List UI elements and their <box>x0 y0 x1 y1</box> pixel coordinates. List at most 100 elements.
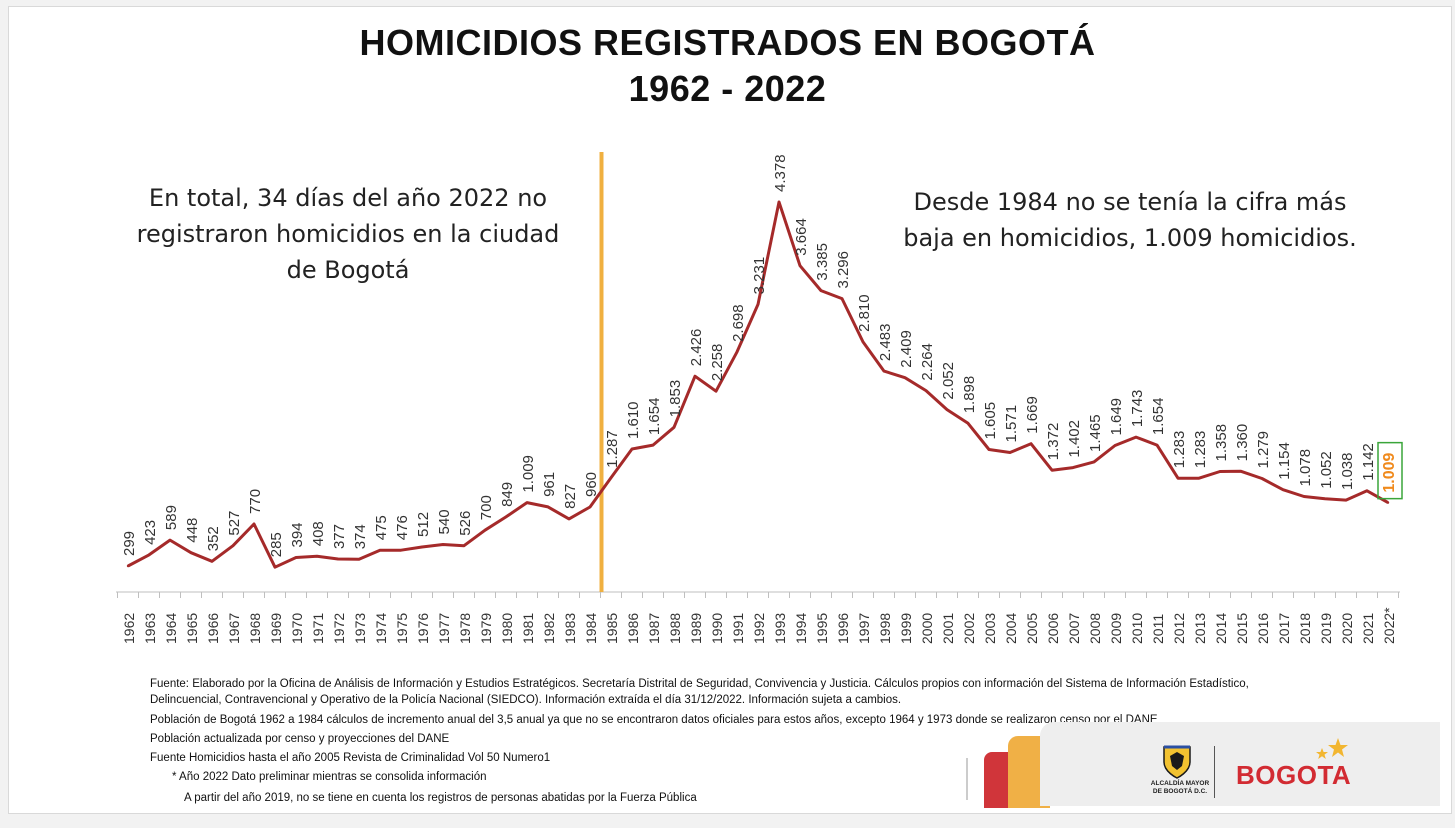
footnote-source-1: Fuente: Elaborado por la Oficina de Anál… <box>150 678 1249 690</box>
x-tick-label: 2017 <box>1276 613 1292 644</box>
x-tick-label: 2016 <box>1255 613 1271 644</box>
x-tick-label: 1966 <box>205 613 221 644</box>
data-point <box>714 389 718 393</box>
data-point <box>882 369 886 373</box>
x-tick-label: 1977 <box>436 613 452 644</box>
x-tick-label: 2018 <box>1297 613 1313 644</box>
data-point <box>336 557 340 561</box>
data-label: 408 <box>310 521 327 546</box>
data-point <box>798 264 802 267</box>
data-label: 1.465 <box>1087 414 1104 452</box>
x-tick-label: 2011 <box>1150 614 1166 644</box>
data-label: 285 <box>268 532 285 557</box>
brand-separator <box>1214 746 1215 798</box>
data-point <box>294 556 298 559</box>
data-label: 2.426 <box>688 329 705 367</box>
data-label: 527 <box>226 511 243 536</box>
data-label: 849 <box>499 482 516 507</box>
x-tick-label: 1991 <box>730 613 746 644</box>
data-point <box>609 476 613 480</box>
x-tick-label: 1968 <box>247 613 263 644</box>
data-point <box>1218 470 1222 473</box>
decorative-divider <box>966 758 968 800</box>
data-point <box>273 566 277 569</box>
footnote-preliminary: * Año 2022 Dato preliminar mientras se c… <box>172 771 487 783</box>
x-tick-label: 2015 <box>1234 613 1250 644</box>
data-point <box>672 426 676 429</box>
x-tick-label: 1989 <box>688 613 704 644</box>
data-label: 3.385 <box>814 243 831 281</box>
data-point <box>525 501 529 504</box>
x-tick-label: 2010 <box>1129 613 1145 644</box>
data-label: 299 <box>121 531 138 556</box>
x-tick-label: 2019 <box>1318 613 1334 644</box>
brand-footer-bar <box>1040 722 1440 806</box>
x-tick-label: 1980 <box>499 613 515 644</box>
data-point <box>147 553 151 557</box>
data-point <box>504 515 508 519</box>
data-point <box>441 543 445 546</box>
data-point <box>1176 476 1180 480</box>
x-tick-label: 1987 <box>646 613 662 644</box>
data-label: 589 <box>163 505 180 530</box>
data-point <box>252 522 256 526</box>
data-point <box>861 340 865 344</box>
x-tick-label: 1975 <box>394 613 410 644</box>
data-point <box>945 408 949 411</box>
data-point <box>693 374 697 378</box>
x-tick-label: 2012 <box>1171 613 1187 644</box>
data-label: 394 <box>289 522 306 547</box>
x-tick-label: 1970 <box>289 613 305 644</box>
data-label: 1.279 <box>1255 431 1272 469</box>
data-label: 1.898 <box>961 376 978 414</box>
x-tick-label: 1984 <box>583 613 599 644</box>
data-point <box>1008 451 1012 454</box>
data-point <box>588 505 592 509</box>
data-point <box>1029 442 1033 445</box>
data-label: 377 <box>331 524 348 549</box>
data-point <box>1386 501 1390 504</box>
data-point <box>1302 495 1306 498</box>
x-tick-label: 1993 <box>772 613 788 644</box>
highlight-box-2022 <box>1377 441 1403 500</box>
data-point <box>168 538 172 542</box>
alcaldia-label: ALCALDÍA MAYOR DE BOGOTÁ D.C. <box>1140 780 1220 796</box>
x-tick-label: 2021 <box>1360 613 1376 644</box>
footnote-population: Población de Bogotá 1962 a 1984 cálculos… <box>150 714 1158 726</box>
x-tick-label: 2003 <box>982 613 998 644</box>
stars-icon <box>1316 738 1348 759</box>
data-label: 700 <box>478 495 495 520</box>
data-label: 827 <box>562 484 579 509</box>
footnote-revista: Fuente Homicidios hasta el año 2005 Revi… <box>150 752 551 764</box>
data-point <box>231 544 235 547</box>
data-point <box>1365 489 1369 492</box>
data-point <box>378 549 382 552</box>
x-tick-label: 1994 <box>793 613 809 644</box>
data-point <box>1239 470 1243 473</box>
data-label: 1.571 <box>1003 405 1020 443</box>
data-label: 770 <box>247 489 264 514</box>
data-label: 4.378 <box>772 154 789 192</box>
data-label: 960 <box>583 472 600 497</box>
data-label: 1.402 <box>1066 420 1083 458</box>
x-tick-label: 1990 <box>709 613 725 644</box>
data-point <box>1134 435 1138 439</box>
data-label: 512 <box>415 512 432 537</box>
x-tick-label: 2009 <box>1108 613 1124 644</box>
data-label: 423 <box>142 520 159 545</box>
x-tick-label: 1976 <box>415 613 431 644</box>
x-tick-label: 2006 <box>1045 613 1061 644</box>
data-point <box>126 564 130 568</box>
data-label: 3.664 <box>793 218 810 256</box>
x-tick-label: 2002 <box>961 613 977 644</box>
data-point <box>567 517 571 521</box>
data-label: 1.669 <box>1024 396 1041 434</box>
x-tick-label: 2001 <box>940 613 956 644</box>
data-label: 1.283 <box>1171 431 1188 469</box>
slide <box>8 6 1452 814</box>
x-tick-label: 1992 <box>751 613 767 644</box>
x-tick-label: 2008 <box>1087 613 1103 644</box>
data-label: 1.360 <box>1234 424 1251 462</box>
data-point <box>840 297 844 300</box>
alcaldia-line2: DE BOGOTÁ D.C. <box>1152 788 1208 795</box>
